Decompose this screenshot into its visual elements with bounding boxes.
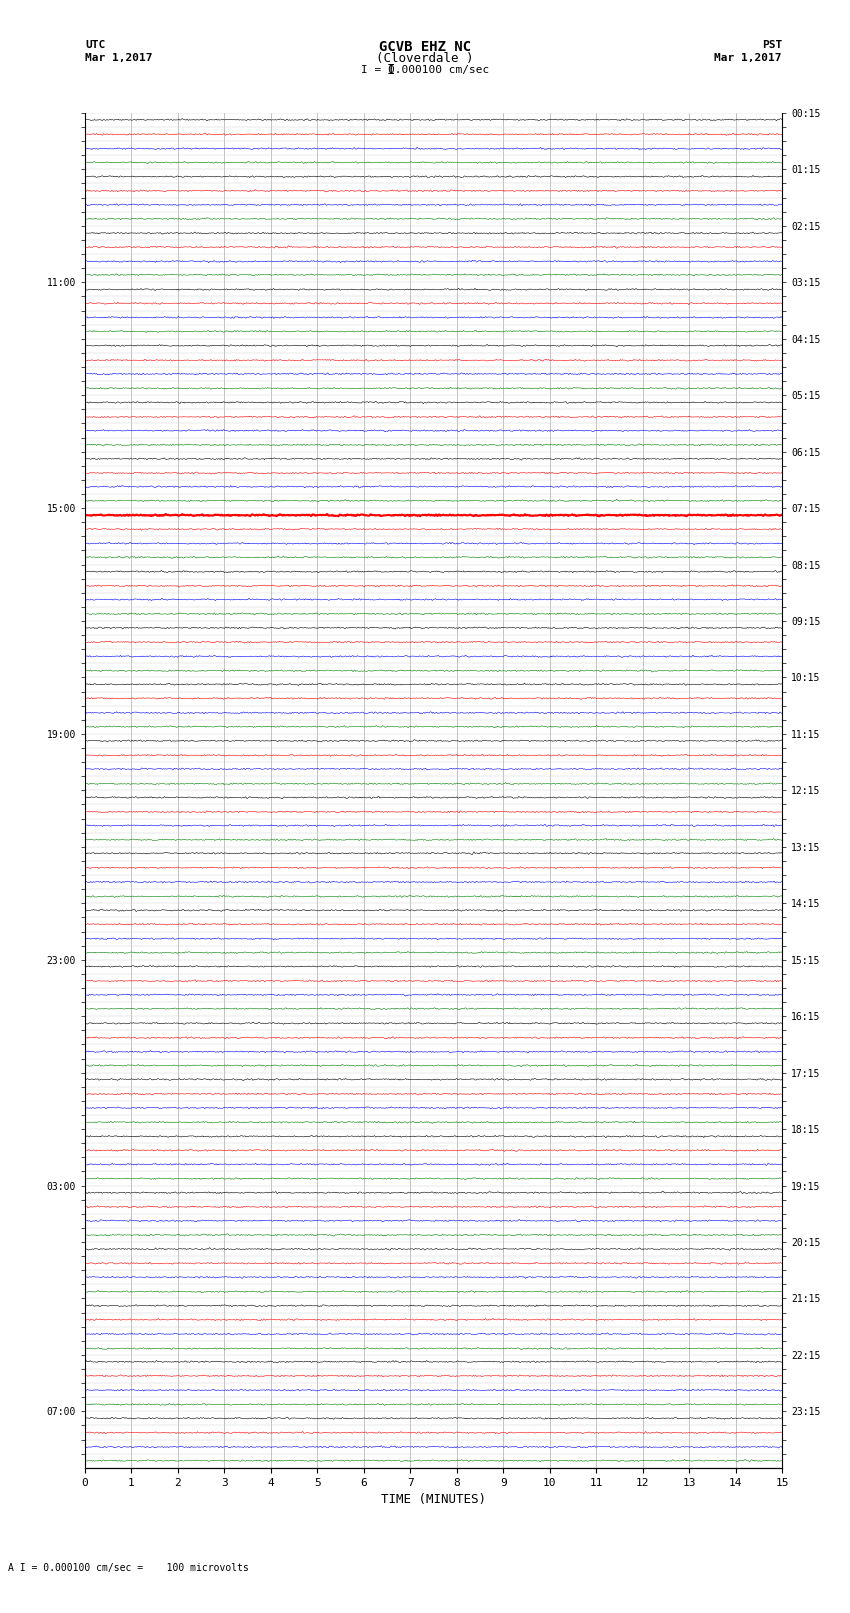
- Text: (Cloverdale ): (Cloverdale ): [377, 52, 473, 65]
- Text: PST: PST: [762, 40, 782, 50]
- Text: I: I: [387, 63, 395, 77]
- Text: Mar 1,2017: Mar 1,2017: [715, 53, 782, 63]
- X-axis label: TIME (MINUTES): TIME (MINUTES): [381, 1494, 486, 1507]
- Text: GCVB EHZ NC: GCVB EHZ NC: [379, 40, 471, 55]
- Text: A I = 0.000100 cm/sec =    100 microvolts: A I = 0.000100 cm/sec = 100 microvolts: [8, 1563, 249, 1573]
- Text: UTC: UTC: [85, 40, 105, 50]
- Text: I = 0.000100 cm/sec: I = 0.000100 cm/sec: [361, 65, 489, 74]
- Text: Mar 1,2017: Mar 1,2017: [85, 53, 152, 63]
